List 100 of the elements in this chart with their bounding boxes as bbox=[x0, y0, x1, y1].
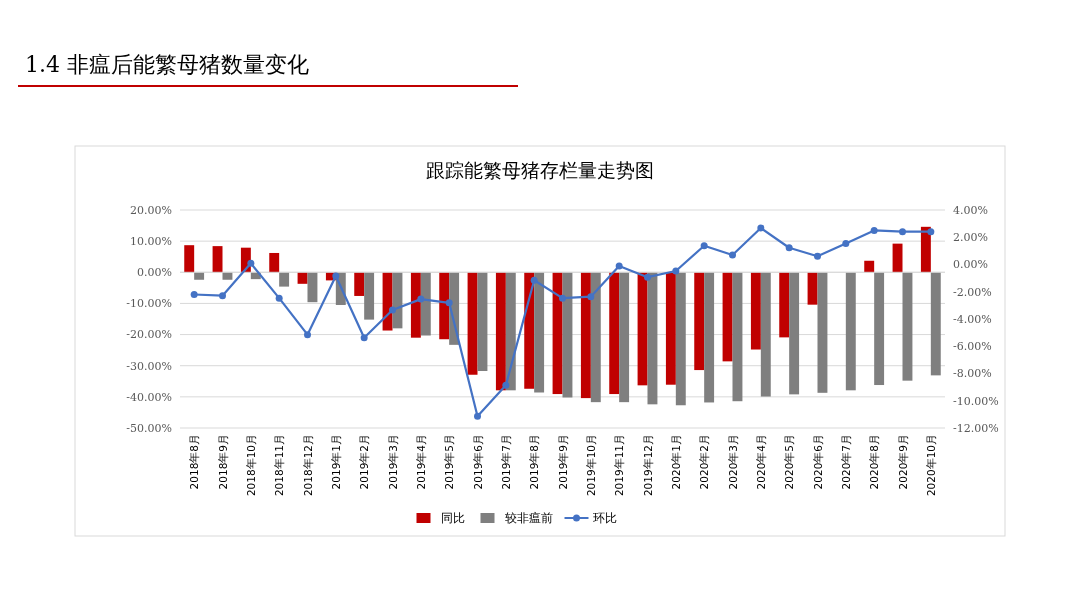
bar bbox=[732, 272, 743, 402]
y2-tick-label: 4.00% bbox=[953, 203, 988, 217]
point bbox=[785, 244, 793, 252]
y2-tick-label: -4.00% bbox=[953, 312, 992, 326]
point bbox=[275, 294, 283, 302]
bar bbox=[505, 272, 516, 391]
bar bbox=[467, 272, 478, 375]
bar bbox=[590, 272, 601, 403]
point bbox=[190, 290, 198, 298]
point bbox=[729, 251, 736, 259]
bar bbox=[637, 272, 648, 386]
x-tick-label: 2020年4月 bbox=[754, 434, 767, 490]
legend-label: 环比 bbox=[592, 511, 617, 526]
y2-tick-label: -10.00% bbox=[953, 394, 999, 408]
bar bbox=[779, 272, 790, 338]
y-tick-label: -40.00% bbox=[126, 390, 172, 404]
bar bbox=[184, 245, 195, 273]
bar bbox=[807, 272, 818, 305]
point bbox=[644, 273, 651, 281]
bar bbox=[665, 272, 676, 385]
bar bbox=[874, 272, 885, 386]
bar bbox=[364, 272, 375, 320]
bar bbox=[420, 272, 431, 336]
point bbox=[700, 242, 708, 250]
x-tick-label: 2018年9月 bbox=[216, 434, 229, 490]
bar bbox=[619, 272, 630, 403]
point bbox=[615, 262, 623, 270]
bar bbox=[675, 272, 686, 406]
x-tick-label: 2020年1月 bbox=[669, 434, 682, 490]
bar bbox=[722, 272, 733, 362]
y-tick-label: -30.00% bbox=[126, 359, 172, 373]
point bbox=[332, 272, 340, 280]
point bbox=[587, 293, 595, 301]
bar bbox=[410, 272, 421, 338]
point bbox=[530, 276, 538, 284]
point bbox=[417, 295, 425, 303]
bar bbox=[694, 272, 705, 371]
legend-label: 较非瘟前 bbox=[504, 511, 553, 526]
bar bbox=[212, 246, 223, 273]
bar bbox=[704, 272, 715, 403]
bar bbox=[580, 272, 591, 399]
bar bbox=[279, 272, 290, 287]
bar bbox=[609, 272, 620, 395]
bar bbox=[534, 272, 545, 393]
y2-tick-label: -2.00% bbox=[953, 285, 992, 299]
x-tick-label: 2019年7月 bbox=[499, 434, 512, 490]
y-tick-label: -50.00% bbox=[126, 421, 172, 435]
point bbox=[474, 412, 481, 420]
bar bbox=[524, 272, 535, 389]
point bbox=[672, 267, 680, 275]
point bbox=[445, 299, 453, 307]
point bbox=[247, 259, 255, 267]
point bbox=[757, 224, 765, 232]
y2-tick-label: 2.00% bbox=[953, 231, 988, 245]
y2-tick-label: 0.00% bbox=[953, 258, 988, 272]
bar bbox=[269, 252, 280, 273]
bar bbox=[920, 226, 931, 273]
x-tick-label: 2019年11月 bbox=[613, 434, 626, 497]
x-tick-label: 2019年8月 bbox=[528, 434, 541, 490]
bar bbox=[817, 272, 828, 393]
point bbox=[842, 240, 850, 248]
x-tick-label: 2020年5月 bbox=[783, 434, 796, 490]
x-tick-label: 2019年1月 bbox=[329, 434, 342, 490]
y-tick-label: -10.00% bbox=[126, 297, 172, 311]
bar bbox=[439, 272, 450, 340]
x-tick-label: 2019年5月 bbox=[443, 434, 456, 490]
bar bbox=[495, 272, 506, 391]
x-tick-label: 2020年9月 bbox=[896, 434, 909, 490]
x-tick-label: 2020年6月 bbox=[811, 434, 824, 490]
bar bbox=[902, 272, 913, 381]
x-tick-label: 2018年12月 bbox=[301, 434, 314, 497]
point bbox=[814, 252, 821, 260]
point bbox=[559, 294, 566, 302]
y-tick-label: 20.00% bbox=[130, 203, 172, 217]
legend-label: 同比 bbox=[440, 511, 465, 526]
point bbox=[360, 334, 368, 342]
bar bbox=[382, 272, 393, 331]
point bbox=[219, 292, 226, 300]
bar bbox=[845, 272, 856, 391]
x-tick-label: 2019年10月 bbox=[584, 434, 597, 497]
x-tick-label: 2020年10月 bbox=[924, 434, 937, 497]
bar bbox=[552, 272, 563, 395]
point bbox=[927, 228, 935, 236]
x-tick-label: 2020年8月 bbox=[868, 434, 881, 490]
bar bbox=[892, 243, 903, 273]
x-tick-label: 2018年11月 bbox=[273, 434, 286, 497]
y2-tick-label: -8.00% bbox=[953, 367, 992, 381]
chart-title: 1.4 非瘟后能繁母猪数量变化 bbox=[25, 52, 309, 77]
point bbox=[389, 306, 396, 314]
x-tick-label: 2020年3月 bbox=[726, 434, 739, 490]
x-tick-label: 2019年9月 bbox=[556, 434, 569, 490]
x-tick-label: 2020年2月 bbox=[698, 434, 711, 490]
point bbox=[304, 331, 311, 339]
x-tick-label: 2019年12月 bbox=[641, 434, 654, 497]
x-tick-label: 2019年3月 bbox=[386, 434, 399, 490]
x-tick-label: 2018年8月 bbox=[188, 434, 201, 490]
bar bbox=[477, 272, 488, 372]
x-tick-label: 2019年6月 bbox=[471, 434, 484, 490]
bar bbox=[297, 272, 308, 284]
y2-tick-label: -6.00% bbox=[953, 340, 992, 354]
